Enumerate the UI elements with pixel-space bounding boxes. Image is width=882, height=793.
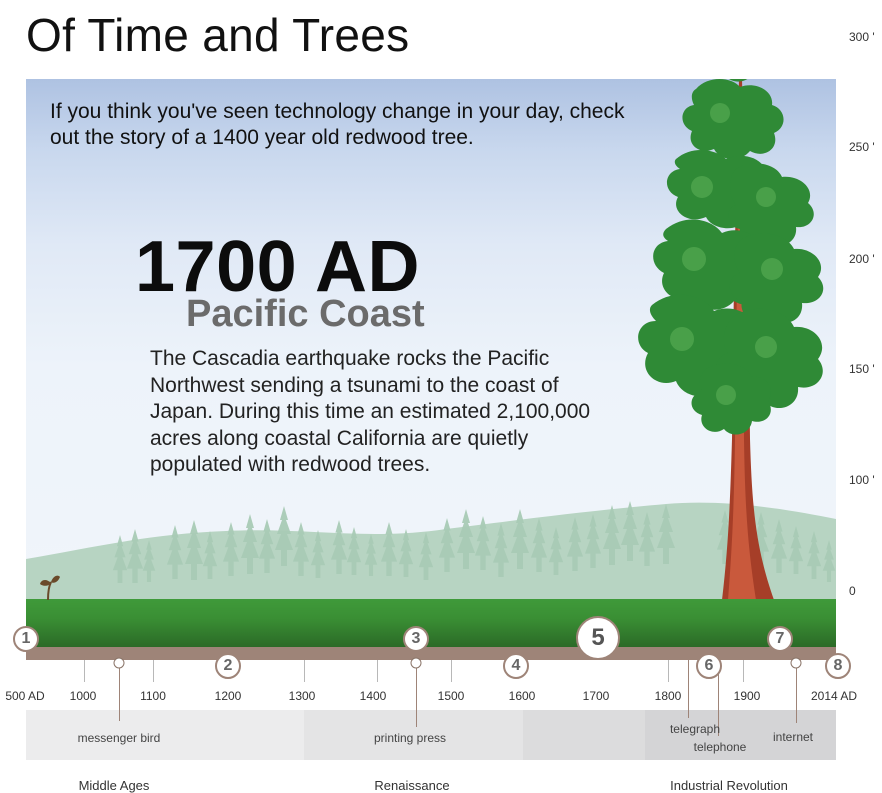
event-label-telegraph: telegraph xyxy=(669,722,721,736)
timeline-marker-7[interactable]: 7 xyxy=(767,626,793,652)
era-band-middle-ages xyxy=(26,710,304,760)
axis-label-1800: 1800 xyxy=(654,689,682,703)
current-place: Pacific Coast xyxy=(186,293,425,335)
era-label-industrial-revolution: Industrial Revolution xyxy=(670,778,788,793)
distant-forest xyxy=(26,501,836,600)
timeline-tick xyxy=(743,660,744,682)
event-dot-internet[interactable] xyxy=(790,657,802,669)
era-band-renaissance xyxy=(304,710,523,760)
event-dot-printing-press[interactable] xyxy=(410,657,422,669)
era-label-renaissance: Renaissance xyxy=(374,778,450,793)
current-story: The Cascadia earthquake rocks the Pacifi… xyxy=(150,347,591,477)
height-label-250: 250 ' xyxy=(849,140,875,154)
axis-label-1300: 1300 xyxy=(288,689,316,703)
timeline-tick xyxy=(304,660,305,682)
axis-label-2014: 2014 AD xyxy=(810,689,858,703)
seedling-icon xyxy=(40,575,60,600)
event-line-internet xyxy=(796,663,797,723)
axis-label-1000: 1000 xyxy=(69,689,97,703)
axis-label-1400: 1400 xyxy=(359,689,387,703)
timeline-marker-2[interactable]: 2 xyxy=(215,653,241,679)
page-title: Of Time and Trees xyxy=(26,9,410,61)
axis-label-1600: 1600 xyxy=(508,689,536,703)
event-line-telegraph xyxy=(688,660,689,718)
current-year: 1700 AD xyxy=(135,227,420,307)
event-label-printing-press: printing press xyxy=(373,731,447,745)
timeline-tick xyxy=(153,660,154,682)
timeline-marker-1[interactable]: 1 xyxy=(13,626,39,652)
timeline-tick xyxy=(377,660,378,682)
event-line-printing-press xyxy=(416,663,417,727)
timeline-tick xyxy=(668,660,669,682)
height-label-300: 300 ' xyxy=(849,30,875,44)
timeline-marker-3[interactable]: 3 xyxy=(403,626,429,652)
intro-text: If you think you've seen technology chan… xyxy=(50,100,625,149)
era-label-middle-ages: Middle Ages xyxy=(78,778,150,793)
axis-label-1500: 1500 xyxy=(437,689,465,703)
event-label-internet: internet xyxy=(772,730,814,744)
axis-label-1200: 1200 xyxy=(214,689,242,703)
height-label-100: 100 ' xyxy=(849,473,875,487)
height-label-150: 150 ' xyxy=(849,362,875,376)
height-label-200: 200 ' xyxy=(849,252,875,266)
scene-sky xyxy=(26,79,836,600)
timeline-marker-8[interactable]: 8 xyxy=(825,653,851,679)
era-band-modern xyxy=(523,710,645,760)
timeline-marker-5[interactable]: 5 xyxy=(576,616,620,660)
event-dot-messenger-bird[interactable] xyxy=(113,657,125,669)
ground xyxy=(26,599,836,647)
event-label-messenger-bird: messenger bird xyxy=(77,731,161,745)
axis-label-500: 500 AD xyxy=(5,689,45,703)
timeline-marker-6[interactable]: 6 xyxy=(696,653,722,679)
height-label-0: 0 xyxy=(849,584,856,598)
era-band-industrial-revolution xyxy=(645,710,836,760)
timeline-tick xyxy=(451,660,452,682)
timeline-tick xyxy=(84,660,85,682)
event-line-telephone xyxy=(718,660,719,736)
event-line-messenger-bird xyxy=(119,663,120,721)
event-label-telephone: telephone xyxy=(693,740,747,754)
redwood-tree xyxy=(638,79,824,600)
axis-label-1700: 1700 xyxy=(582,689,610,703)
axis-label-1100: 1100 xyxy=(140,689,166,703)
timeline-marker-4[interactable]: 4 xyxy=(503,653,529,679)
axis-label-1900: 1900 xyxy=(733,689,761,703)
